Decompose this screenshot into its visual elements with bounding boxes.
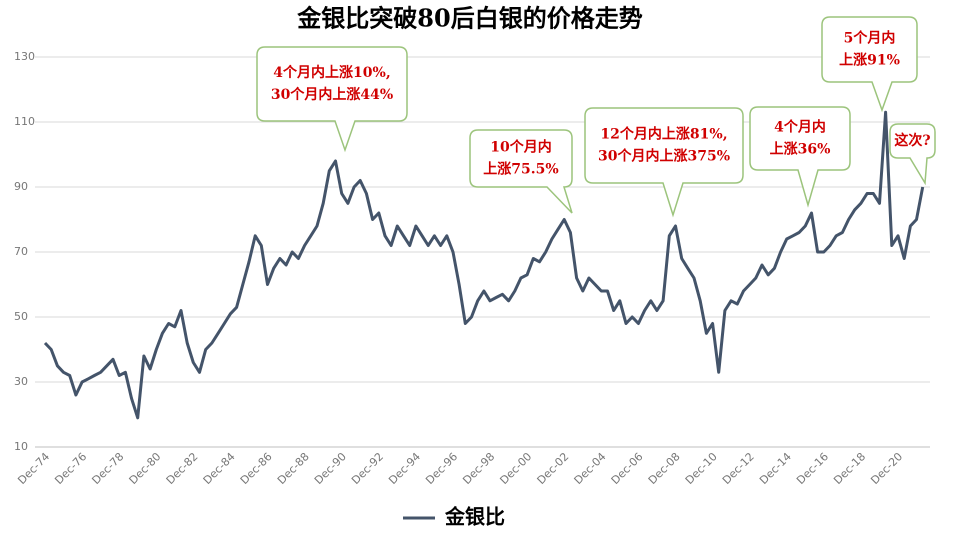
callout-box xyxy=(256,46,408,153)
y-tick-label: 90 xyxy=(14,180,28,193)
x-tick-label: Dec-92 xyxy=(349,450,386,487)
callout-box xyxy=(749,106,851,208)
y-tick-label: 130 xyxy=(14,50,35,63)
x-tick-label: Dec-98 xyxy=(460,450,497,487)
y-tick-label: 110 xyxy=(14,115,35,128)
x-tick-label: Dec-04 xyxy=(572,450,609,487)
annotation-text: 30个月内上涨44% xyxy=(271,86,393,103)
annotation-text: 10个月内 xyxy=(490,139,551,156)
legend-label: 金银比 xyxy=(444,505,505,529)
callout-box xyxy=(584,107,744,218)
x-tick-label: Dec-78 xyxy=(89,450,126,487)
x-tick-label: Dec-10 xyxy=(683,450,720,487)
y-tick-label: 30 xyxy=(14,375,28,388)
x-tick-label: Dec-18 xyxy=(831,450,868,487)
x-tick-label: Dec-00 xyxy=(497,450,534,487)
annotation-text: 4个月内上涨10%, xyxy=(273,64,390,81)
x-tick-label: Dec-84 xyxy=(201,450,238,487)
y-tick-label: 10 xyxy=(14,440,28,453)
annotation-text: 上涨36% xyxy=(770,142,831,158)
x-tick-label: Dec-76 xyxy=(52,450,89,487)
x-tick-label: Dec-02 xyxy=(535,450,572,487)
x-tick-label: Dec-94 xyxy=(386,450,423,487)
x-tick-label: Dec-88 xyxy=(275,450,312,487)
callout: 这次? xyxy=(889,123,936,186)
x-tick-label: Dec-90 xyxy=(312,450,349,487)
series-line xyxy=(43,110,925,420)
chart-title: 金银比突破80后白银的价格走势 xyxy=(296,4,642,33)
callout-box xyxy=(469,129,573,214)
x-tick-label: Dec-74 xyxy=(15,450,52,487)
annotation-text: 上涨91% xyxy=(839,53,900,69)
annotation-text: 上涨75.5% xyxy=(483,162,558,178)
x-tick-label: Dec-08 xyxy=(646,450,683,487)
callout: 12个月内上涨81%, 30个月内上涨375% xyxy=(584,107,744,218)
x-tick-label: Dec-82 xyxy=(164,450,201,487)
callout-box xyxy=(889,123,936,186)
x-tick-label: Dec-80 xyxy=(127,450,164,487)
annotation-text: 这次? xyxy=(894,132,930,149)
y-tick-label: 70 xyxy=(14,245,28,258)
annotation-text: 5个月内 xyxy=(844,30,896,47)
annotation-text: 30个月内上涨375% xyxy=(598,148,730,165)
x-tick-label: Dec-14 xyxy=(757,450,794,487)
callout: 4个月内上涨10%, 30个月内上涨44% xyxy=(256,46,408,153)
x-tick-label: Dec-16 xyxy=(794,450,831,487)
callout-box xyxy=(821,16,918,113)
x-tick-label: Dec-06 xyxy=(609,450,646,487)
x-tick-label: Dec-20 xyxy=(868,450,905,487)
y-tick-label: 50 xyxy=(14,310,28,323)
x-tick-label: Dec-96 xyxy=(423,450,460,487)
annotation-text: 4个月内 xyxy=(774,119,826,136)
annotation-text: 12个月内上涨81%, xyxy=(600,126,727,143)
x-tick-label: Dec-86 xyxy=(238,450,275,487)
x-tick-label: Dec-12 xyxy=(720,450,757,487)
